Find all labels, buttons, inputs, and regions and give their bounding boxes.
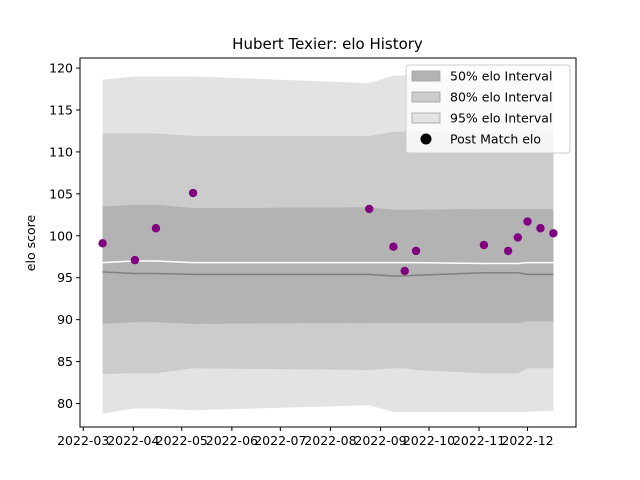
point-6	[400, 266, 409, 276]
point-8	[479, 240, 489, 250]
legend-label-0: 50% elo Interval	[450, 69, 552, 84]
point-12	[536, 224, 545, 233]
median-lines	[102, 260, 554, 277]
point-11	[523, 217, 532, 226]
post-match-points	[98, 188, 558, 276]
y-tick-label-1: 85	[57, 354, 73, 369]
point-4	[365, 204, 374, 214]
x-tick-label-2: 2022-05	[156, 433, 208, 448]
y-tick-label-2: 90	[57, 312, 73, 327]
y-tick-label-7: 115	[49, 102, 73, 117]
legend-box	[405, 64, 571, 154]
legend-swatch-1	[411, 91, 441, 103]
x-tick-label-0: 2022-03	[57, 433, 109, 448]
x-tick-label-3: 2022-06	[206, 433, 258, 448]
legend-label-3: Post Match elo	[450, 132, 541, 147]
chart-title: Hubert Texier: elo History	[232, 35, 423, 53]
legend-swatch-2	[411, 112, 441, 124]
legend-swatch-0	[411, 70, 441, 82]
legend-label-1: 80% elo Interval	[450, 90, 552, 105]
point-9	[503, 246, 513, 256]
interval-bands	[102, 75, 554, 414]
x-tick-label-9: 2022-12	[501, 433, 553, 448]
point-10	[513, 233, 523, 242]
point-3	[188, 188, 198, 198]
y-tick-label-0: 80	[57, 396, 73, 411]
x-tick-label-5: 2022-08	[304, 433, 356, 448]
legend-label-2: 95% elo Interval	[450, 111, 552, 126]
x-tick-label-4: 2022-07	[254, 433, 306, 448]
x-tick-label-7: 2022-10	[403, 433, 455, 448]
y-tick-label-5: 105	[49, 186, 73, 201]
x-tick-label-1: 2022-04	[107, 433, 159, 448]
legend-marker-3	[420, 133, 432, 145]
point-1	[130, 255, 140, 265]
y-tick-label-6: 110	[49, 144, 73, 159]
axes: 808590951001051101151202022-032022-04202…	[49, 57, 577, 448]
point-7	[411, 246, 421, 256]
point-2	[151, 224, 161, 233]
point-13	[549, 229, 558, 238]
y-tick-label-3: 95	[57, 270, 73, 285]
plot-frame	[79, 57, 577, 428]
line-4	[102, 271, 554, 277]
line-3	[102, 260, 554, 265]
band-2	[102, 204, 554, 324]
point-0	[98, 239, 107, 248]
legend: 50% elo Interval 80% elo Interval 95% elo …	[405, 64, 571, 154]
x-tick-label-6: 2022-09	[354, 433, 406, 448]
x-tick-label-8: 2022-11	[453, 433, 505, 448]
point-5	[389, 242, 398, 251]
y-axis-label: elo score	[23, 215, 38, 272]
y-tick-label-4: 100	[49, 228, 73, 243]
y-tick-label-8: 120	[49, 61, 73, 76]
